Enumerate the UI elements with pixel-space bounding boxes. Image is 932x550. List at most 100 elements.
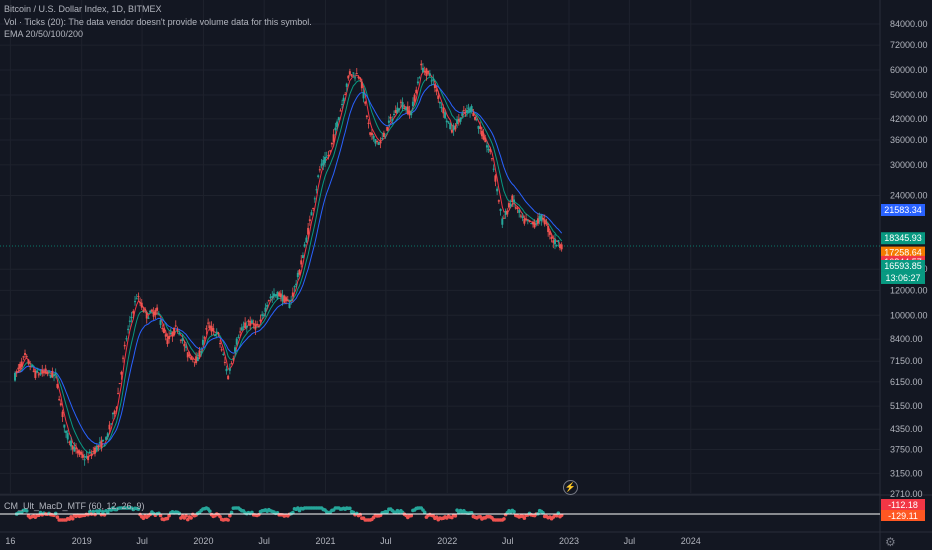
candle-body <box>173 327 176 336</box>
candle-body <box>403 107 406 109</box>
candle-body <box>201 339 204 345</box>
candle-body <box>359 77 362 80</box>
candle-body <box>87 455 90 461</box>
candle-body <box>154 309 157 316</box>
candle-body <box>215 331 218 334</box>
macd-point <box>177 511 181 516</box>
candle-body <box>474 116 477 120</box>
candle-body <box>156 307 159 311</box>
candle-body <box>120 371 123 375</box>
candle-body <box>140 302 143 308</box>
x-tick-label: 2020 <box>193 536 213 546</box>
candle-body <box>357 77 360 79</box>
candle-body <box>502 217 505 219</box>
price-badge <box>881 271 925 284</box>
candle-body <box>34 370 37 378</box>
y-tick-label: 7150.00 <box>890 356 923 366</box>
candle-body <box>61 411 64 418</box>
candle-body <box>49 375 52 378</box>
candle-body <box>496 188 499 192</box>
candle-body <box>391 118 394 122</box>
candle-body <box>459 117 462 122</box>
candle-body <box>399 101 402 103</box>
candle-body <box>65 430 68 433</box>
candle-body <box>435 89 438 92</box>
y-tick-label: 6150.00 <box>890 377 923 387</box>
candle-body <box>185 346 188 348</box>
candle-body <box>103 445 106 447</box>
candle-body <box>415 89 418 94</box>
macd-point <box>512 509 516 514</box>
volume-indicator-label[interactable]: Vol · Ticks (20): The data vendor doesn'… <box>4 16 312 27</box>
x-tick-label: Jul <box>136 536 148 546</box>
candle-body <box>355 73 358 75</box>
macd-badge-label: -129.11 <box>888 511 918 521</box>
candle-body <box>374 138 377 144</box>
candle-body <box>217 332 220 334</box>
macd-badge-label: -112.18 <box>888 500 918 510</box>
candle-body <box>234 347 237 352</box>
candle-body <box>381 137 384 139</box>
candle-body <box>433 84 436 89</box>
macd-indicator-label[interactable]: CM_Ult_MacD_MTF (60, 12, 26, 9) <box>4 501 145 511</box>
candle-body <box>149 310 152 313</box>
candle-body <box>475 119 478 121</box>
candle-body <box>134 301 137 303</box>
macd-point <box>348 506 352 511</box>
candle-body <box>237 336 240 338</box>
candle-body <box>276 291 279 299</box>
candle-body <box>29 365 32 368</box>
candle-body <box>370 132 373 136</box>
candle-body <box>76 450 79 454</box>
candle-body <box>37 374 40 376</box>
candle-body <box>480 130 483 137</box>
candle-body <box>341 104 344 106</box>
candle-body <box>183 343 186 347</box>
candle-body <box>46 372 49 375</box>
candle-body <box>425 68 428 76</box>
candle-body <box>558 244 561 249</box>
y-tick-label: 4350.00 <box>890 424 923 434</box>
candle-body <box>432 79 435 81</box>
candle-body <box>73 446 76 452</box>
candle-body <box>81 454 84 458</box>
lightning-icon[interactable]: ⚡ <box>563 480 578 495</box>
gear-icon[interactable]: ⚙ <box>885 535 896 549</box>
candle-body <box>313 198 316 200</box>
price-badge-label: 17258.64 <box>884 248 922 258</box>
macd-point <box>409 513 414 518</box>
candle-body <box>200 351 203 353</box>
candle-body <box>161 328 164 330</box>
candle-body <box>428 73 431 76</box>
candle-body <box>36 370 39 373</box>
price-badge-label: 18345.93 <box>884 233 922 243</box>
candle-body <box>320 163 323 167</box>
candle-body <box>479 126 482 130</box>
candle-body <box>144 308 147 310</box>
candle-body <box>421 67 424 73</box>
ema-indicator-label[interactable]: EMA 20/50/100/200 <box>4 29 84 39</box>
macd-point <box>358 512 363 517</box>
candle-body <box>560 244 563 250</box>
candle-body <box>413 94 416 102</box>
candle-body <box>66 433 69 440</box>
candle-body <box>128 320 131 322</box>
candle-body <box>536 218 539 224</box>
candle-body <box>514 207 517 209</box>
candle-body <box>420 63 423 66</box>
candle-body <box>550 236 553 239</box>
candle-body <box>472 112 475 117</box>
candle-body <box>543 219 546 225</box>
candle-body <box>249 320 252 326</box>
candle-body <box>405 106 408 110</box>
candle-body <box>462 110 465 112</box>
candle-body <box>20 361 23 367</box>
symbol-title[interactable]: Bitcoin / U.S. Dollar Index, 1D, BITMEX <box>4 4 162 14</box>
candle-body <box>394 110 397 114</box>
candle-body <box>171 331 174 337</box>
candle-body <box>205 328 208 330</box>
price-badge <box>881 232 925 245</box>
candle-body <box>487 148 490 151</box>
candle-body <box>63 424 66 428</box>
